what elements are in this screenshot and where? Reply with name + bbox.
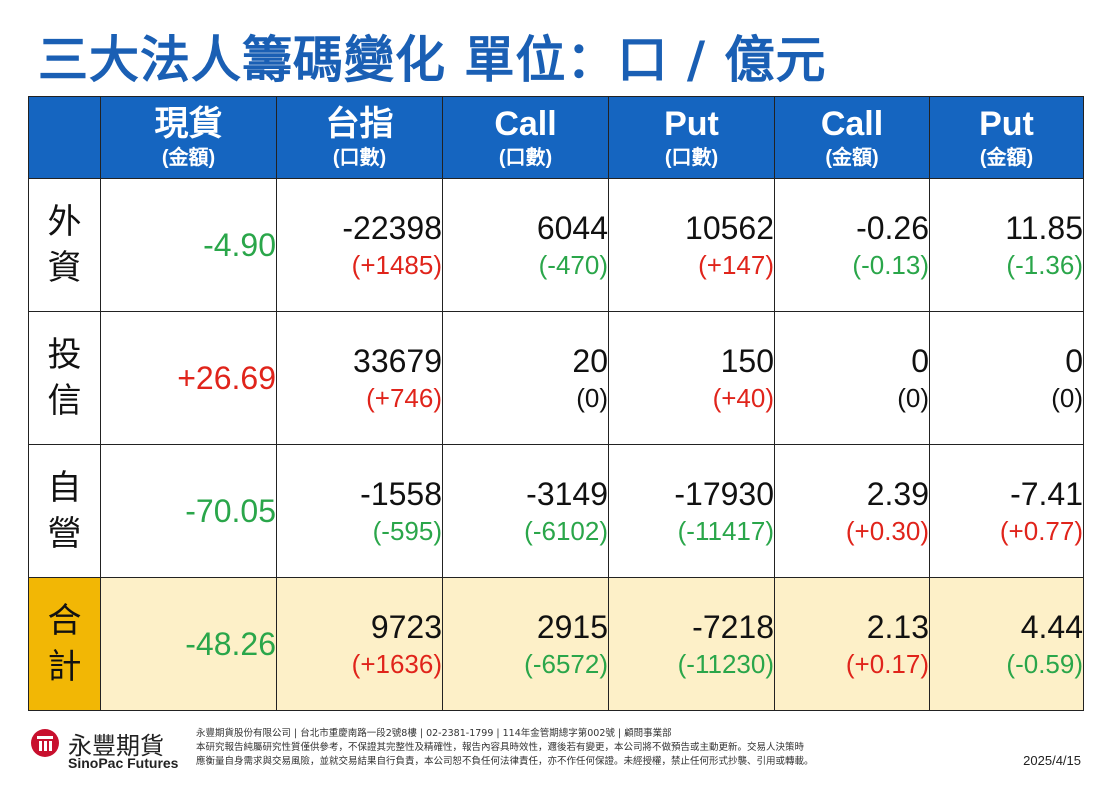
row-label: 外資 <box>28 178 101 312</box>
cell-change: (-11417) <box>677 516 774 546</box>
cell-value: 6044 <box>536 210 608 246</box>
cell-change: (0) <box>1051 383 1083 413</box>
cell-change: (-11230) <box>677 649 774 679</box>
cell-value: 20 <box>572 343 608 379</box>
spot-amount-cell: -48.26 <box>100 577 277 711</box>
spot-amount-cell: +26.69 <box>100 311 277 445</box>
cell-change: (-0.59) <box>1006 649 1083 679</box>
value-cell: 6044 (-470) <box>442 178 609 312</box>
value-cell: 10562 (+147) <box>608 178 775 312</box>
footer: 永豐期貨 SinoPac Futures 永豐期貨股份有限公司 | 台北市重慶南… <box>0 724 1111 786</box>
cell-change: (+0.30) <box>845 516 929 546</box>
value-cell: 2915 (-6572) <box>442 577 609 711</box>
cell-value: 150 <box>720 343 774 379</box>
value-cell: -1558 (-595) <box>276 444 443 578</box>
value-cell: 2.13 (+0.17) <box>774 577 930 711</box>
table-row: 投信 +26.69 33679 (+746) 20 (0) 150 (+40) 0 (0) 0 (0) <box>28 311 1084 445</box>
cell-value: -7.41 <box>1010 476 1083 512</box>
value-cell: 20 (0) <box>442 311 609 445</box>
spot-amount-cell: -70.05 <box>100 444 277 578</box>
value-cell: -7.41 (+0.77) <box>929 444 1084 578</box>
cell-value: -1558 <box>360 476 442 512</box>
cell-value: 0 <box>911 343 929 379</box>
value-cell: 11.85 (-1.36) <box>929 178 1084 312</box>
cell-value: 11.85 <box>1005 210 1083 246</box>
value-cell: 4.44 (-0.59) <box>929 577 1084 711</box>
page-title: 三大法人籌碼變化 單位：口 / 億元 <box>38 31 827 89</box>
value-cell: 0 (0) <box>774 311 930 445</box>
cell-value: 2.39 <box>866 476 929 512</box>
cell-value: 4.44 <box>1020 609 1083 645</box>
column-header: 現貨 (金額) <box>100 96 277 179</box>
column-header: Put (口數) <box>608 96 775 179</box>
column-header: 台指 (口數) <box>276 96 443 179</box>
cell-value: -0.26 <box>856 210 929 246</box>
row-label: 合計 <box>28 577 101 711</box>
report-date: 2025/4/15 <box>1023 753 1081 768</box>
cell-value: 9723 <box>370 609 442 645</box>
cell-value: 0 <box>1065 343 1083 379</box>
cell-change: (-6572) <box>524 649 608 679</box>
cell-change: (+147) <box>698 250 774 280</box>
cell-change: (-595) <box>372 516 442 546</box>
value-cell: -17930 (-11417) <box>608 444 775 578</box>
cell-change: (+1636) <box>351 649 442 679</box>
cell-change: (+746) <box>366 383 442 413</box>
column-header: Put (金額) <box>929 96 1084 179</box>
cell-value: 2915 <box>536 609 608 645</box>
value-cell: -0.26 (-0.13) <box>774 178 930 312</box>
value-cell: 2.39 (+0.30) <box>774 444 930 578</box>
cell-value: -3149 <box>526 476 608 512</box>
cell-change: (+1485) <box>351 250 442 280</box>
cell-change: (-6102) <box>524 516 608 546</box>
table-row: 外資 -4.90 -22398 (+1485) 6044 (-470) 10562 (+147… <box>28 178 1084 312</box>
value-cell: 0 (0) <box>929 311 1084 445</box>
table-row: 自營 -70.05 -1558 (-595) -3149 (-6102) -17930 (-1… <box>28 444 1084 578</box>
cell-change: (+0.17) <box>845 649 929 679</box>
cell-change: (-470) <box>538 250 608 280</box>
spot-amount-cell: -4.90 <box>100 178 277 312</box>
cell-change: (0) <box>576 383 608 413</box>
cell-change: (-1.36) <box>1006 250 1083 280</box>
cell-value: -22398 <box>342 210 442 246</box>
table-row: 合計 -48.26 9723 (+1636) 2915 (-6572) -7218 (-112… <box>28 577 1084 711</box>
cell-change: (+0.77) <box>999 516 1083 546</box>
disclaimer: 永豐期貨股份有限公司 | 台北市重慶南路一段2號8樓 | 02-2381-179… <box>196 728 814 767</box>
column-header: Call (口數) <box>442 96 609 179</box>
cell-value: 2.13 <box>866 609 929 645</box>
corner-cell <box>28 96 101 179</box>
value-cell: -7218 (-11230) <box>608 577 775 711</box>
brand-name-cn: 永豐期貨 <box>68 732 164 760</box>
cell-change: (+40) <box>712 383 774 413</box>
value-cell: -22398 (+1485) <box>276 178 443 312</box>
value-cell: 9723 (+1636) <box>276 577 443 711</box>
value-cell: -3149 (-6102) <box>442 444 609 578</box>
institutional-investors-table: 現貨 (金額) 台指 (口數) Call (口數) Put (口數) Call (金額) … <box>28 96 1084 711</box>
value-cell: 150 (+40) <box>608 311 775 445</box>
cell-value: -17930 <box>674 476 774 512</box>
row-label: 自營 <box>28 444 101 578</box>
sinopac-logo-icon <box>31 729 59 757</box>
cell-value: 10562 <box>685 210 774 246</box>
value-cell: 33679 (+746) <box>276 311 443 445</box>
column-header: Call (金額) <box>774 96 930 179</box>
cell-change: (-0.13) <box>852 250 929 280</box>
header-row: 現貨 (金額) 台指 (口數) Call (口數) Put (口數) Call (金額) … <box>28 96 1084 179</box>
brand-name-en: SinoPac Futures <box>68 755 179 771</box>
cell-value: -7218 <box>692 609 774 645</box>
cell-change: (0) <box>897 383 929 413</box>
row-label: 投信 <box>28 311 101 445</box>
cell-value: 33679 <box>353 343 442 379</box>
